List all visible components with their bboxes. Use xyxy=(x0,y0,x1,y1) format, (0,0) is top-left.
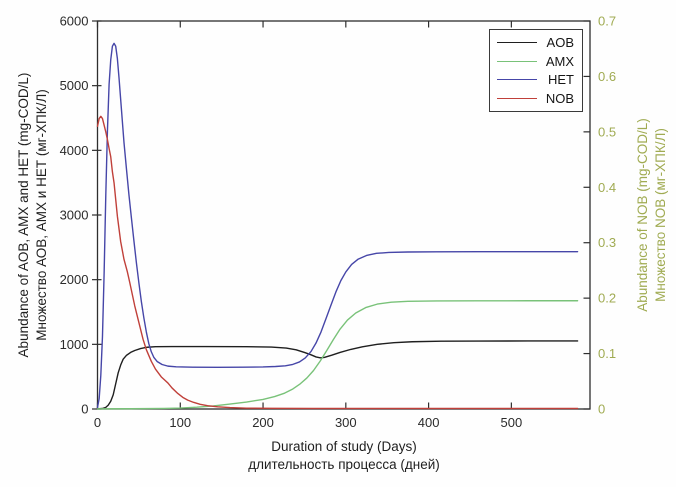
series-aob-line xyxy=(96,340,579,410)
left-axis-title-ru: Множество АОВ, АМХ и НЕТ (мг-ХПК/Л) xyxy=(34,89,49,341)
legend-line-het xyxy=(497,79,537,81)
x-tick-label: 100 xyxy=(169,415,191,430)
y-left-tick-label: 4000 xyxy=(60,143,89,158)
x-tick-label: 300 xyxy=(335,415,357,430)
legend-line-nob xyxy=(497,98,537,100)
series-het-line xyxy=(96,42,579,409)
legend-line-aob xyxy=(497,41,537,43)
x-tick-label: 0 xyxy=(94,415,101,430)
right-axis-title-en: Abundance of NOB (mg-COD/L) xyxy=(635,118,650,312)
y-right-tick-label: 0.6 xyxy=(598,69,616,84)
legend-item-aob: AOB xyxy=(497,35,574,50)
right-axis-title: Abundance of NOB (mg-COD/L) Множество NO… xyxy=(634,5,670,425)
left-axis-title: Abundance of AOB, AMX and HET (mg-COD/L)… xyxy=(15,5,51,425)
right-axis-title-ru: Множество NOB (мг-ХПК/Л) xyxy=(653,128,668,302)
x-tick-label: 500 xyxy=(501,415,523,430)
y-left-tick-label: 0 xyxy=(81,402,88,417)
y-right-tick-label: 0.7 xyxy=(598,14,616,29)
legend: AOB AMX HET NOB xyxy=(489,29,583,112)
legend-line-amx xyxy=(497,60,537,62)
legend-label-het: HET xyxy=(548,72,574,88)
x-axis-title: Duration of study (Days) длительность пр… xyxy=(144,438,544,476)
legend-label-nob: NOB xyxy=(545,91,574,107)
y-left-tick-label: 1000 xyxy=(60,337,89,352)
y-left-tick-label: 3000 xyxy=(60,208,89,223)
y-right-tick-label: 0.4 xyxy=(598,180,616,195)
legend-item-nob: NOB xyxy=(497,91,574,106)
y-right-tick-label: 0.3 xyxy=(598,235,616,250)
series-nob-line xyxy=(96,115,579,410)
x-axis-title-ru: длительность процесса (дней) xyxy=(248,457,440,472)
y-left-tick-label: 6000 xyxy=(60,14,89,29)
y-right-tick-label: 0.5 xyxy=(598,124,616,139)
x-tick-label: 400 xyxy=(418,415,440,430)
y-right-tick-label: 0.2 xyxy=(598,291,616,306)
series-amx-line xyxy=(96,300,579,410)
legend-item-amx: AMX xyxy=(497,54,574,69)
left-axis-title-en: Abundance of AOB, AMX and HET (mg-COD/L) xyxy=(16,72,31,358)
y-right-tick-label: 0 xyxy=(598,402,605,417)
y-left-tick-label: 5000 xyxy=(60,78,89,93)
legend-item-het: HET xyxy=(497,72,574,87)
legend-label-amx: AMX xyxy=(545,53,574,69)
y-left-tick-label: 2000 xyxy=(60,272,89,287)
x-axis-title-en: Duration of study (Days) xyxy=(271,439,417,454)
y-right-tick-label: 0.1 xyxy=(598,346,616,361)
legend-label-aob: AOB xyxy=(546,34,574,50)
x-tick-label: 200 xyxy=(252,415,274,430)
